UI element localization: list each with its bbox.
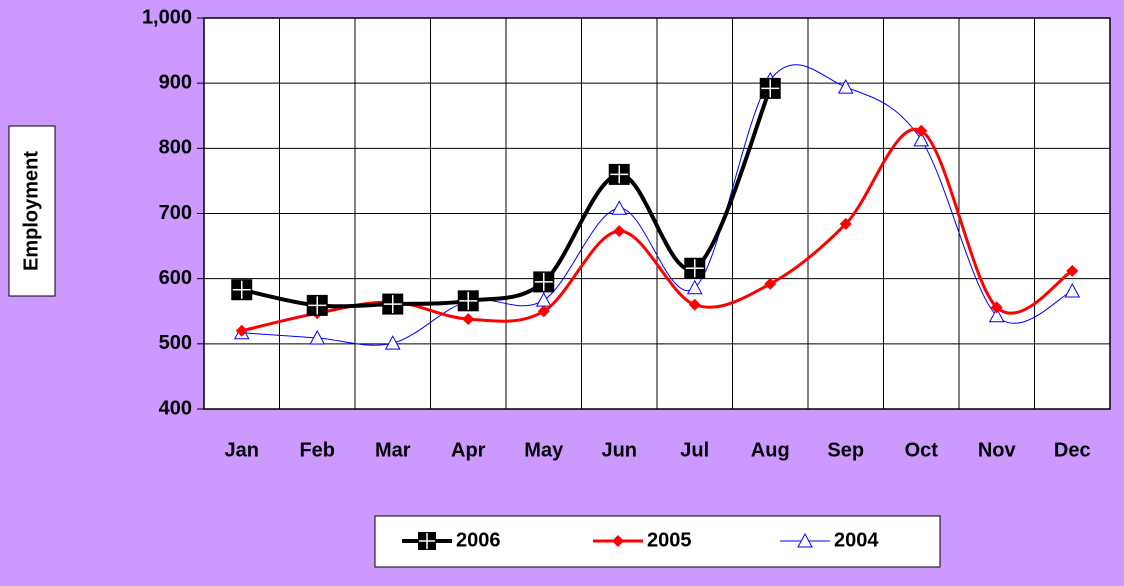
point-cross xyxy=(232,280,251,299)
point xyxy=(913,131,930,147)
x-tick-label: Apr xyxy=(451,439,486,461)
point xyxy=(990,301,1003,314)
point xyxy=(686,279,703,295)
point xyxy=(837,79,854,94)
x-tick-label: May xyxy=(524,439,564,461)
point-cross xyxy=(761,79,780,98)
point-cross xyxy=(610,165,629,184)
point-cross xyxy=(534,272,553,291)
point xyxy=(613,225,626,238)
x-tick-label: Oct xyxy=(905,439,939,461)
point xyxy=(235,324,248,337)
x-tick-label: Dec xyxy=(1054,439,1091,461)
point xyxy=(462,313,475,326)
y-tick-label: 600 xyxy=(159,267,192,289)
x-tick-label: Aug xyxy=(751,439,790,461)
point xyxy=(384,335,401,350)
point-cross xyxy=(308,296,327,315)
y-axis-label: Employment xyxy=(20,151,42,271)
y-label-box xyxy=(8,125,56,297)
y-tick-label: 1,000 xyxy=(142,6,192,28)
legend xyxy=(374,515,941,568)
x-tick-label: Jan xyxy=(225,439,259,461)
y-tick-label: 900 xyxy=(159,71,192,93)
point xyxy=(537,305,550,318)
x-tick-label: Feb xyxy=(299,439,335,461)
legend-marker-cross xyxy=(419,533,435,549)
y-tick-label: 400 xyxy=(159,397,192,419)
point xyxy=(309,329,326,345)
point-cross xyxy=(383,295,402,314)
legend-label: 2004 xyxy=(834,529,879,551)
point xyxy=(839,217,852,230)
point xyxy=(1066,264,1079,277)
x-tick-label: Mar xyxy=(375,439,411,461)
point-cross xyxy=(459,291,478,310)
x-tick-label: Nov xyxy=(978,439,1017,461)
y-tick-label: 700 xyxy=(159,202,192,224)
legend-label: 2006 xyxy=(456,529,501,551)
y-tick-label: 800 xyxy=(159,137,192,159)
y-tick-label: 500 xyxy=(159,332,192,354)
legend-marker xyxy=(797,532,813,548)
point xyxy=(611,200,628,215)
x-tick-label: Jul xyxy=(680,439,709,461)
point xyxy=(988,307,1005,323)
point xyxy=(688,298,701,311)
legend-marker xyxy=(612,535,624,547)
plot-border xyxy=(203,17,1111,410)
point-cross xyxy=(685,259,704,278)
x-tick-label: Sep xyxy=(827,439,864,461)
legend-label: 2005 xyxy=(647,529,692,551)
point xyxy=(915,124,928,137)
point xyxy=(764,277,777,290)
point xyxy=(1064,282,1081,298)
x-tick-label: Jun xyxy=(601,439,637,461)
